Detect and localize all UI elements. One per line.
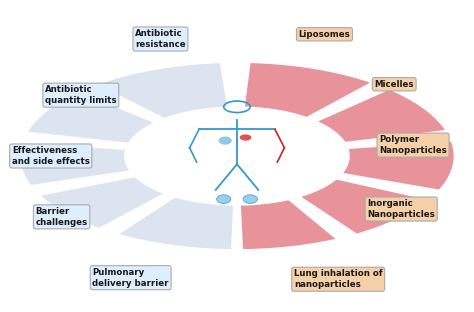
Polygon shape <box>38 176 166 229</box>
Text: Pulmonary
delivery barrier: Pulmonary delivery barrier <box>92 268 169 288</box>
Polygon shape <box>19 142 131 186</box>
Text: Barrier
challenges: Barrier challenges <box>36 207 88 227</box>
Text: Antibiotic
resistance: Antibiotic resistance <box>135 29 186 49</box>
Ellipse shape <box>217 195 231 203</box>
Polygon shape <box>243 62 374 118</box>
Polygon shape <box>298 178 431 235</box>
Polygon shape <box>95 62 229 119</box>
Text: Inorganic
Nanoparticles: Inorganic Nanoparticles <box>367 199 435 219</box>
Text: Lung inhalation of
nanoparticles: Lung inhalation of nanoparticles <box>294 269 383 289</box>
Text: Micelles: Micelles <box>374 80 414 89</box>
Ellipse shape <box>243 195 257 203</box>
Text: Polymer
Nanoparticles: Polymer Nanoparticles <box>379 135 447 155</box>
Text: Effectiveness
and side effects: Effectiveness and side effects <box>12 146 90 166</box>
Polygon shape <box>126 108 348 204</box>
Ellipse shape <box>239 134 251 141</box>
Polygon shape <box>26 91 156 144</box>
Ellipse shape <box>219 136 232 145</box>
Polygon shape <box>340 140 455 191</box>
Text: Liposomes: Liposomes <box>299 30 350 39</box>
Polygon shape <box>315 88 447 143</box>
Polygon shape <box>116 196 235 251</box>
Text: Antibiotic
quantity limits: Antibiotic quantity limits <box>45 85 117 105</box>
Polygon shape <box>239 199 338 251</box>
